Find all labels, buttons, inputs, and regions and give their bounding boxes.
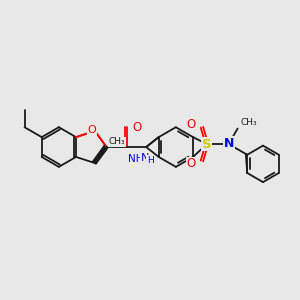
Text: O: O [187,118,196,131]
Text: H: H [147,156,154,165]
Text: CH₃: CH₃ [241,118,257,127]
Text: N: N [141,153,149,163]
Text: S: S [202,138,212,151]
Text: O: O [88,125,96,135]
Text: N: N [224,136,234,150]
Text: CH₃: CH₃ [108,137,125,146]
Text: O: O [187,158,196,170]
Text: O: O [132,121,142,134]
Text: NH: NH [128,154,144,164]
